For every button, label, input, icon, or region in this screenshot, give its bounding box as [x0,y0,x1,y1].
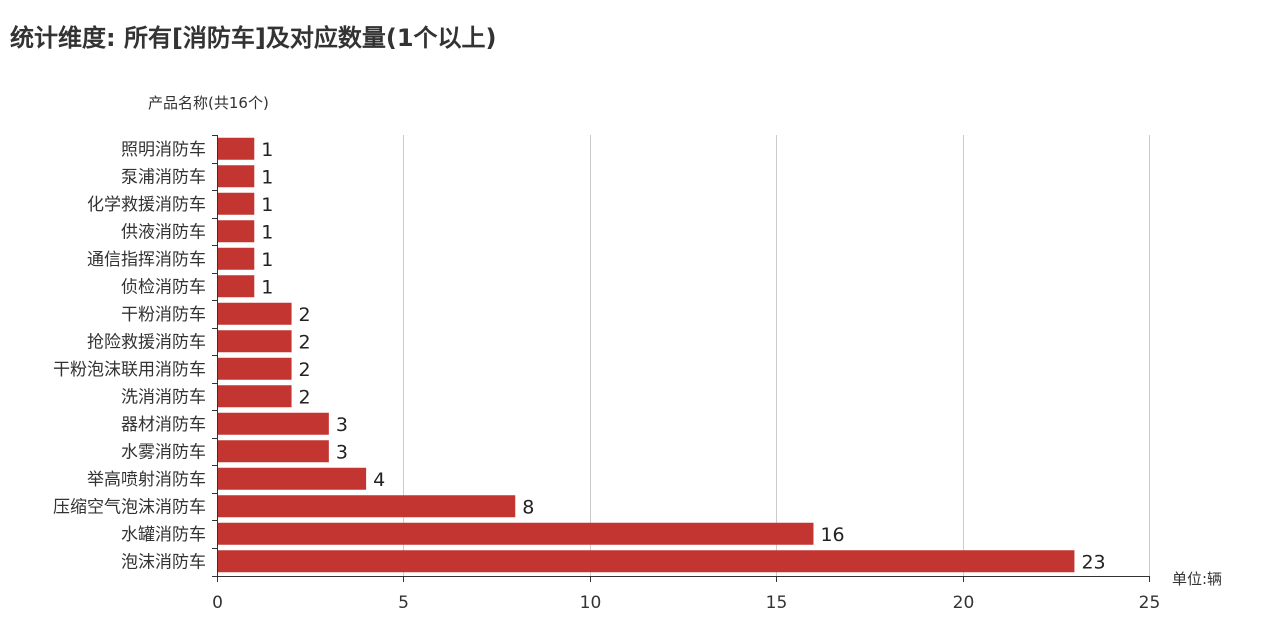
category-label: 泡沫消防车 [121,552,206,572]
bar [217,467,367,490]
y-axis-title: 产品名称(共16个) [148,94,269,112]
category-label: 供液消防车 [121,222,206,242]
data-label: 2 [299,386,311,408]
x-tick-label: 5 [398,593,409,613]
gridlines [403,135,1150,576]
data-label: 1 [261,166,273,188]
category-label: 照明消防车 [121,140,206,160]
data-label: 1 [261,139,273,161]
bar [217,330,292,353]
data-label: 1 [261,194,273,216]
data-label: 16 [820,524,844,546]
category-label: 泵浦消防车 [121,167,206,187]
bar [217,495,516,518]
category-label: 化学救援消防车 [87,195,206,215]
bar [217,522,814,545]
data-label: 23 [1081,551,1105,573]
bar [217,550,1075,573]
bar [217,137,255,160]
y-axis: 照明消防车泵浦消防车化学救援消防车供液消防车通信指挥消防车侦检消防车干粉消防车抢… [53,135,218,577]
x-tick-label: 15 [766,593,788,613]
category-label: 干粉消防车 [121,305,206,325]
data-label: 1 [261,221,273,243]
category-label: 举高喷射消防车 [87,470,206,490]
x-tick-label: 0 [212,593,223,613]
category-label: 通信指挥消防车 [87,250,206,270]
bar [217,357,292,380]
bar [217,275,255,298]
data-label: 8 [522,496,534,518]
category-label: 干粉泡沫联用消防车 [53,360,206,380]
data-label: 1 [261,276,273,298]
bar [217,220,255,243]
category-label: 器材消防车 [121,415,206,435]
bar [217,412,329,435]
data-label: 2 [299,304,311,326]
category-label: 水雾消防车 [121,442,206,462]
bar [217,440,329,463]
bar [217,247,255,270]
chart-title: 统计维度: 所有[消防车]及对应数量(1个以上) [10,24,497,52]
data-label: 2 [299,331,311,353]
x-tick-label: 25 [1139,593,1161,613]
data-label: 1 [261,249,273,271]
category-label: 压缩空气泡沫消防车 [53,497,206,517]
data-label: 2 [299,359,311,381]
bar [217,302,292,325]
x-tick-label: 20 [953,593,975,613]
bar [217,165,255,188]
category-label: 水罐消防车 [121,525,206,545]
bar [217,192,255,215]
data-label: 4 [373,469,385,491]
bar [217,385,292,408]
unit-label: 单位:辆 [1172,570,1222,588]
data-label: 3 [336,414,348,436]
data-label: 3 [336,441,348,463]
category-label: 抢险救援消防车 [87,332,206,352]
bars [217,137,1075,573]
x-axis: 0 5 10 15 20 25 [212,576,1160,613]
category-label: 洗消消防车 [121,387,206,407]
category-label: 侦检消防车 [121,277,206,297]
x-tick-label: 10 [580,593,602,613]
